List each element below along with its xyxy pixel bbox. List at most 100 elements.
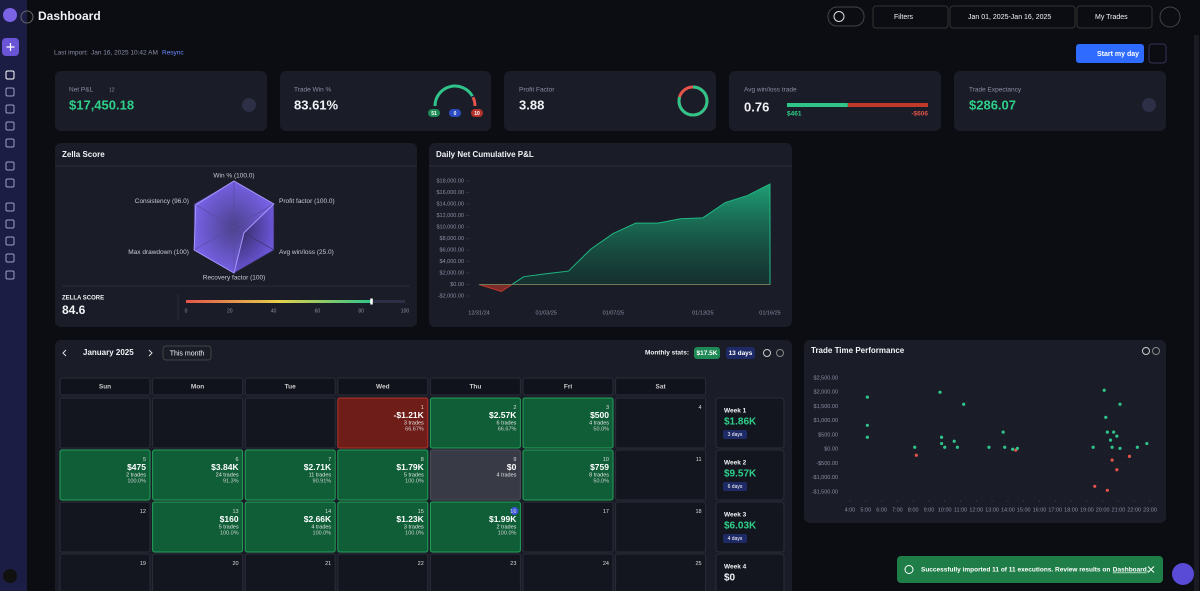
day-trades: 5 trades bbox=[219, 524, 239, 530]
stat-label: Trade Expectancy bbox=[969, 87, 1022, 94]
notifications-button[interactable] bbox=[1159, 6, 1181, 28]
day-trades: 4 trades bbox=[311, 524, 331, 530]
trade-point bbox=[1105, 430, 1109, 434]
resync-link[interactable]: Resync bbox=[162, 50, 184, 57]
weekday-label: Sun bbox=[99, 384, 111, 391]
calendar-day[interactable] bbox=[522, 449, 614, 501]
stat-card bbox=[55, 71, 267, 131]
settings-button[interactable] bbox=[1148, 43, 1167, 64]
nav-icon[interactable] bbox=[5, 121, 15, 131]
this-month-label: This month bbox=[170, 350, 205, 357]
prev-month[interactable] bbox=[62, 349, 67, 357]
trade-point bbox=[1115, 434, 1119, 438]
week-days: 3 days bbox=[728, 432, 743, 438]
day-winrate: 66.67% bbox=[405, 426, 424, 432]
nav-icon[interactable] bbox=[5, 161, 15, 171]
calendar-day bbox=[337, 553, 429, 591]
calendar-day[interactable] bbox=[244, 449, 336, 501]
stat-badge: 12 bbox=[109, 87, 115, 93]
weekday-label: Fri bbox=[564, 384, 573, 391]
logo bbox=[3, 8, 17, 22]
stat-icon bbox=[1142, 98, 1156, 112]
day-trades: 2 trades bbox=[126, 472, 146, 478]
week-pnl: $6.03K bbox=[724, 521, 757, 532]
time-settings[interactable] bbox=[1142, 347, 1150, 355]
trade-point bbox=[1112, 430, 1116, 434]
calendar-day[interactable] bbox=[429, 449, 521, 501]
trade-point bbox=[939, 441, 944, 446]
calendar-day[interactable] bbox=[337, 397, 429, 449]
day-number: 7 bbox=[328, 457, 331, 463]
filters-button[interactable] bbox=[872, 5, 949, 29]
profit-ring-win bbox=[677, 85, 709, 117]
calendar-day[interactable] bbox=[429, 397, 521, 449]
nav-icon[interactable] bbox=[5, 104, 15, 114]
y-tick-label: $10,000.00 bbox=[436, 224, 464, 230]
calendar-day[interactable] bbox=[59, 449, 151, 501]
trade-point bbox=[939, 435, 944, 439]
day-winrate: 66.67% bbox=[498, 426, 517, 432]
calendar-day[interactable] bbox=[522, 397, 614, 449]
calendar-day[interactable] bbox=[152, 501, 244, 553]
x-tick-label: 01/07/25 bbox=[603, 310, 624, 316]
calendar-settings[interactable] bbox=[763, 349, 771, 357]
nav-icon[interactable] bbox=[5, 87, 15, 97]
trade-point bbox=[1102, 388, 1106, 392]
profile-icon[interactable] bbox=[3, 569, 17, 583]
calendar-day bbox=[59, 397, 151, 449]
month-label: January 2025 bbox=[83, 348, 134, 357]
calendar-day[interactable] bbox=[337, 449, 429, 501]
this-month-button[interactable] bbox=[162, 345, 212, 361]
day-number: 21 bbox=[325, 561, 331, 567]
account-button[interactable] bbox=[1076, 5, 1153, 29]
page-title: Dashboard bbox=[38, 9, 101, 23]
card-title: Daily Net Cumulative P&L bbox=[436, 150, 534, 159]
nav-icon[interactable] bbox=[5, 270, 15, 280]
week-pnl: $9.57K bbox=[724, 469, 757, 480]
radar-spoke bbox=[193, 203, 235, 228]
day-pnl: $500 bbox=[590, 410, 609, 420]
y-tick-label: $4,000.00 bbox=[440, 259, 464, 265]
currency-button[interactable] bbox=[827, 6, 865, 27]
start-day-button[interactable] bbox=[1076, 44, 1144, 63]
nav-icon[interactable] bbox=[5, 70, 15, 80]
toast-text: Successfully imported 11 of 11 execution… bbox=[921, 566, 1110, 573]
collapse-button[interactable] bbox=[20, 10, 34, 24]
calendar-day[interactable] bbox=[244, 501, 336, 553]
calendar-day[interactable] bbox=[337, 501, 429, 553]
scrollbar bbox=[1194, 35, 1199, 591]
add-icon bbox=[6, 43, 15, 51]
next-month[interactable] bbox=[148, 349, 153, 357]
radar-label: Profit factor (100.0) bbox=[279, 198, 335, 205]
trade-point bbox=[1105, 488, 1109, 492]
weekday-header bbox=[522, 377, 614, 396]
nav-icon[interactable] bbox=[5, 178, 15, 188]
calendar-day[interactable] bbox=[152, 449, 244, 501]
y-tick-label: $0.00 bbox=[824, 447, 838, 453]
calendar-day[interactable] bbox=[429, 501, 521, 553]
toast-link[interactable]: Dashboard bbox=[1113, 566, 1147, 573]
day-winrate: 100.0% bbox=[313, 530, 332, 536]
nav-icon[interactable] bbox=[5, 219, 15, 229]
day-number: 24 bbox=[603, 561, 609, 567]
nav-icon[interactable] bbox=[5, 202, 15, 212]
date-button[interactable] bbox=[949, 5, 1076, 29]
stats-pnl: $17.5K bbox=[697, 350, 718, 357]
filters-label: Filters bbox=[894, 14, 914, 21]
time-card bbox=[804, 340, 1166, 523]
toast-close[interactable] bbox=[1147, 566, 1155, 573]
y-tick-label: -$1,000.00 bbox=[812, 475, 838, 481]
radar-label: Avg win/loss (25.0) bbox=[279, 249, 334, 256]
nav-icon[interactable] bbox=[5, 236, 15, 246]
nav-icon[interactable] bbox=[5, 253, 15, 263]
x-tick-label: 19:00 bbox=[1080, 507, 1094, 513]
y-tick-label: $0.00 bbox=[450, 282, 464, 288]
trade-point bbox=[987, 445, 991, 449]
chat-button[interactable] bbox=[1172, 563, 1194, 585]
stat-card bbox=[504, 71, 716, 131]
weekday-label: Sat bbox=[656, 384, 667, 391]
week-days: 4 days bbox=[728, 536, 743, 542]
nav-icon[interactable] bbox=[5, 138, 15, 148]
start-day-label: Start my day bbox=[1097, 51, 1139, 58]
week-days-pill bbox=[723, 534, 747, 543]
